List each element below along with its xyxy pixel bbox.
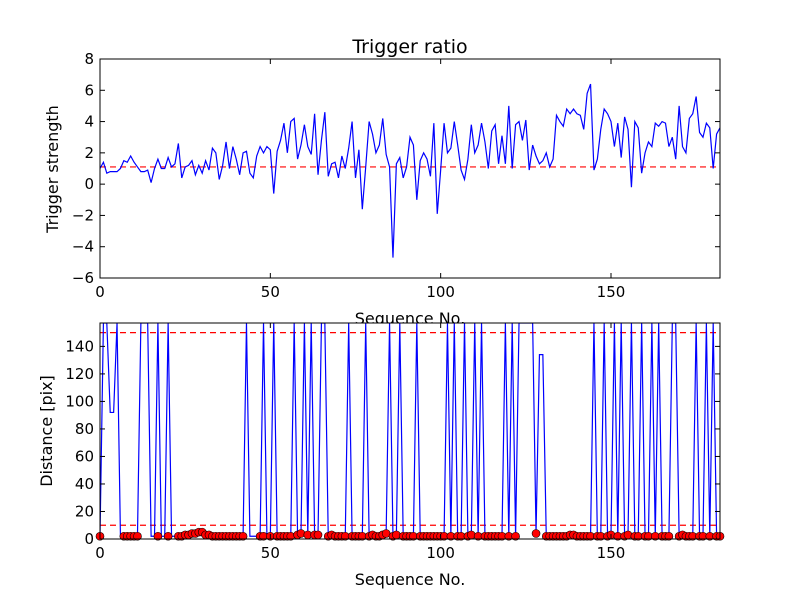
y-tick-label: 20 [75, 502, 94, 520]
data-marker [531, 529, 541, 538]
x-ticks-top: 0 50 100 150 [95, 59, 625, 301]
chart-distance: 0 50 100 150 0 20 40 60 80 100 120 140 Sequence No… [37, 322, 725, 589]
x-tick-label: 100 [426, 283, 455, 301]
series-line [100, 83, 720, 258]
x-ticks-bottom: 0 50 100 150 [95, 323, 625, 562]
threshold-lines-bottom [100, 332, 720, 526]
y-tick-label: 120 [65, 365, 94, 383]
data-marker [153, 531, 163, 541]
chart-title: Trigger ratio [351, 36, 467, 58]
x-tick-label: 150 [597, 283, 626, 301]
y-axis-label-top: Trigger strength [43, 105, 62, 234]
y-tick-label: −6 [72, 269, 94, 287]
x-tick-label: 50 [261, 283, 280, 301]
plot-area-bottom [100, 323, 720, 539]
x-tick-label: 50 [261, 544, 280, 562]
data-marker [511, 531, 520, 541]
y-tick-label: 8 [84, 50, 94, 68]
y-tick-label: 80 [75, 420, 94, 438]
x-tick-label: 150 [597, 544, 626, 562]
series-trigger-strength [100, 83, 720, 258]
y-tick-label: 2 [84, 144, 94, 162]
y-ticks-bottom: 0 20 40 60 80 100 120 140 [65, 337, 720, 548]
markers-distance [95, 527, 725, 541]
data-marker [133, 531, 142, 541]
x-axis-label-bottom: Sequence No. [355, 570, 466, 589]
plot-frame-top [99, 58, 721, 279]
y-tick-label: −2 [72, 206, 94, 224]
x-tick-label: 100 [426, 544, 455, 562]
y-tick-label: 140 [65, 337, 94, 355]
y-ticks-top: −6 −4 −2 0 2 4 6 8 [72, 50, 720, 287]
data-marker [664, 531, 674, 541]
y-tick-label: 60 [75, 447, 94, 465]
y-tick-label: 40 [75, 475, 94, 493]
y-tick-label: 0 [84, 175, 94, 193]
y-tick-label: 4 [84, 113, 94, 131]
y-tick-label: 6 [84, 81, 94, 99]
data-marker [238, 531, 248, 541]
data-marker [313, 530, 323, 540]
y-tick-label: 0 [84, 530, 94, 548]
y-axis-label-bottom: Distance [pix] [37, 375, 56, 487]
x-tick-label: 0 [95, 544, 105, 562]
plot-area-top [100, 59, 720, 278]
y-tick-label: −4 [72, 238, 94, 256]
plot-frame-bottom [99, 322, 721, 540]
data-marker [163, 531, 173, 541]
y-tick-label: 100 [65, 392, 94, 410]
x-tick-label: 0 [95, 283, 105, 301]
